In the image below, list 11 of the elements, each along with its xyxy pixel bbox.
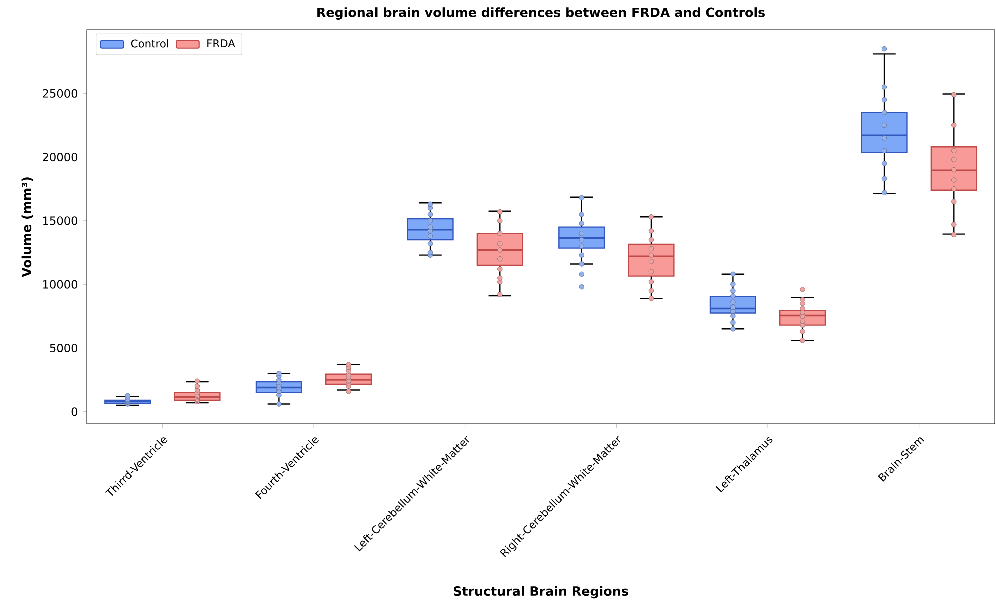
x-axis-title: Structural Brain Regions — [454, 586, 628, 599]
chart-title: Regional brain volume differences between FRDA and Controls — [318, 8, 765, 20]
y-tick-label: 20000 — [43, 153, 78, 162]
y-tick-label: 25000 — [43, 89, 78, 98]
legend-label: Control — [131, 40, 168, 48]
y-tick-label: 0 — [72, 408, 78, 416]
y-tick-label: 15000 — [44, 216, 78, 226]
legend-label: FRDA — [208, 40, 236, 48]
y-tick-label: 5000 — [50, 344, 78, 353]
y-axis-title: Volume (mm³) — [22, 178, 34, 278]
y-tick-label: 10000 — [44, 280, 78, 289]
